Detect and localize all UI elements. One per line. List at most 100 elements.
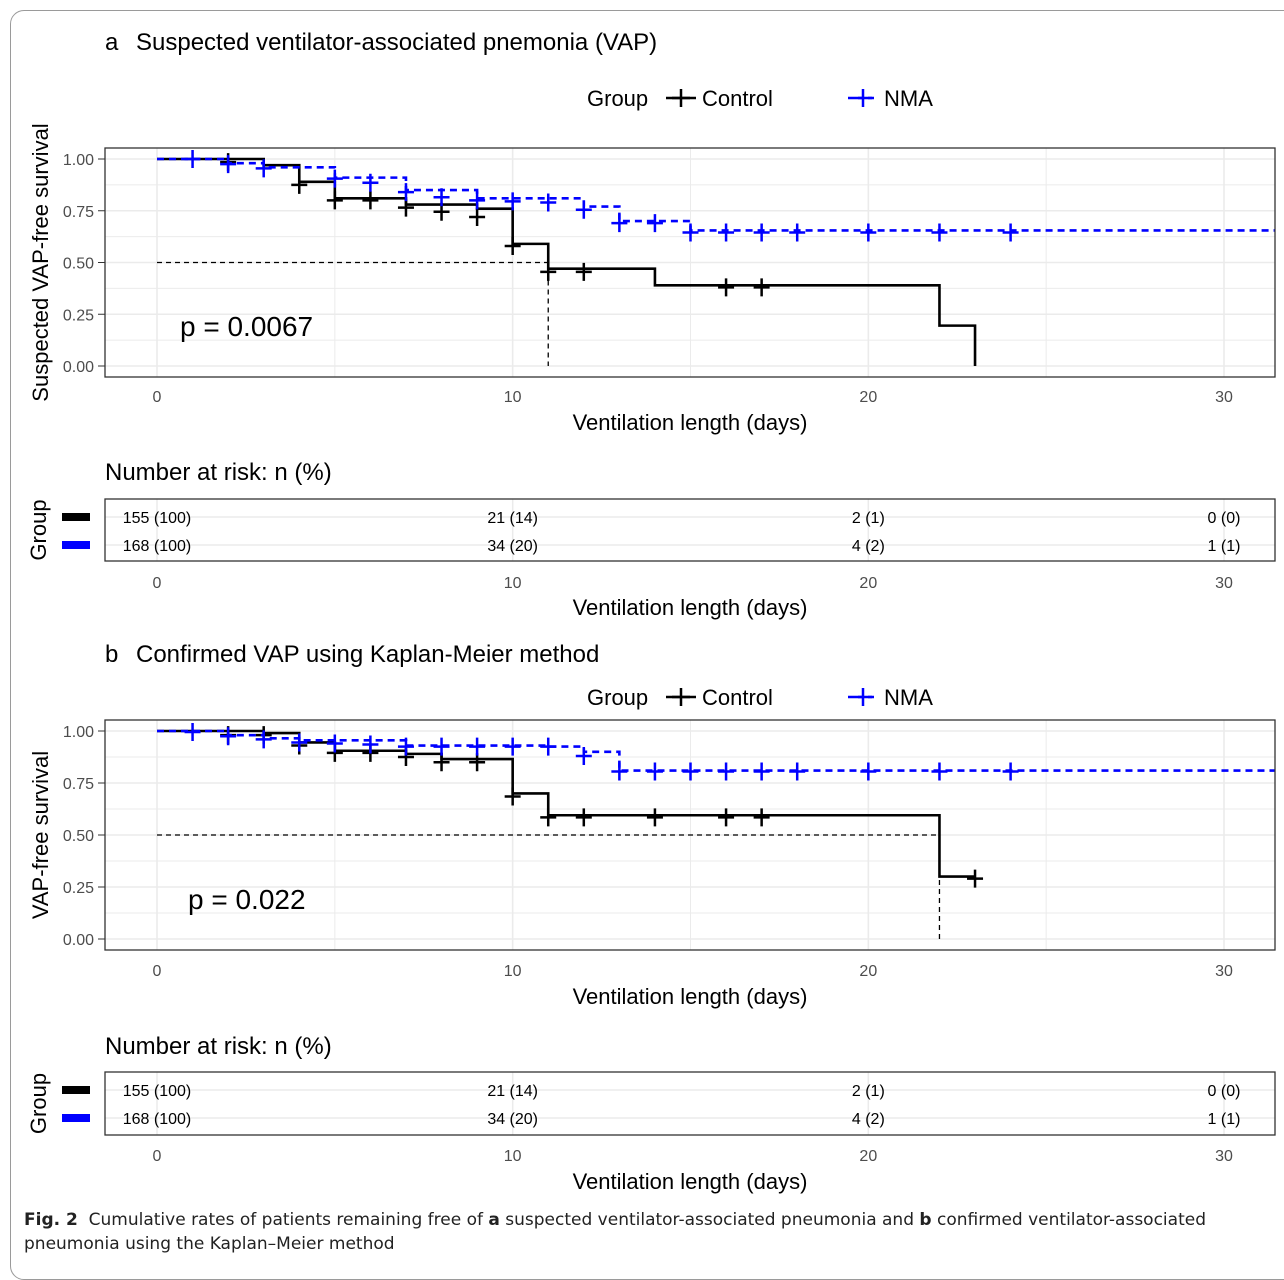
y-tick-label: 0.25 xyxy=(63,307,94,324)
survival-curve xyxy=(157,729,976,878)
censor-mark xyxy=(397,198,414,217)
y-axis-label: VAP-free survival xyxy=(28,751,53,919)
risk-table-title: Number at risk: n (%) xyxy=(105,1033,332,1060)
risk-cell: 1 (1) xyxy=(1208,1111,1241,1128)
censor-mark xyxy=(575,200,592,219)
y-tick-label: 0.75 xyxy=(63,776,94,793)
censor-mark xyxy=(291,175,308,194)
risk-table-title: Number at risk: n (%) xyxy=(105,459,332,486)
censor-mark xyxy=(362,735,379,754)
legend-label: Control xyxy=(702,685,773,710)
risk-row-key xyxy=(62,1086,90,1094)
censor-mark xyxy=(326,734,343,753)
caption-text-1: Cumulative rates of patients remaining f… xyxy=(88,1210,483,1230)
legend-marker xyxy=(672,89,690,107)
legend-item-control: Control xyxy=(666,685,773,710)
censor-mark xyxy=(433,737,450,756)
y-tick-label: 0.25 xyxy=(63,880,94,897)
risk-cell: 0 (0) xyxy=(1208,510,1241,527)
censor-mark xyxy=(291,733,308,752)
risk-cell: 168 (100) xyxy=(123,538,192,555)
x-tick-label: 20 xyxy=(859,963,877,980)
legend-label: NMA xyxy=(884,685,933,710)
series-nma xyxy=(157,150,1275,242)
censor-mark xyxy=(646,762,663,781)
caption-fig-label: Fig. 2 xyxy=(24,1210,78,1230)
chart-panel-b: b Confirmed VAP using Kaplan-Meier method… xyxy=(26,641,1276,1194)
risk-table-background xyxy=(105,499,1275,561)
risk-row-key xyxy=(62,513,90,521)
censor-mark xyxy=(575,262,592,281)
legend-item-control: Control xyxy=(666,86,773,111)
chart-legend: Group Control NMA xyxy=(587,685,933,710)
risk-x-tick-label: 30 xyxy=(1215,575,1233,592)
grid xyxy=(105,148,1275,377)
figure-svg: a Suspected ventilator-associated pnemoni… xyxy=(26,29,1276,1194)
y-tick-label: 0.00 xyxy=(63,932,94,949)
x-axis-label: Ventilation length (days) xyxy=(573,410,808,435)
censor-mark xyxy=(682,762,699,781)
censor-mark xyxy=(540,737,557,756)
series-nma xyxy=(157,723,1275,781)
censor-mark xyxy=(255,730,272,749)
x-tick-label: 0 xyxy=(153,389,162,406)
risk-table: Number at risk: n (%) 155 (100) 21 (14) 2 (… xyxy=(26,459,1276,620)
chart-title: Confirmed VAP using Kaplan-Meier method xyxy=(136,641,599,668)
x-tick-label: 10 xyxy=(504,389,522,406)
risk-cell: 34 (20) xyxy=(487,1111,538,1128)
censor-mark xyxy=(860,223,877,242)
y-axis-label: Suspected VAP-free survival xyxy=(28,123,53,401)
censor-mark xyxy=(184,150,201,168)
x-tick-label: 20 xyxy=(859,389,877,406)
censor-mark xyxy=(469,753,486,772)
risk-cell: 1 (1) xyxy=(1208,538,1241,555)
risk-x-tick-label: 10 xyxy=(504,575,522,592)
censor-mark xyxy=(718,762,735,781)
censor-mark xyxy=(575,746,592,765)
risk-row-control: 155 (100) 21 (14) 2 (1) 0 (0) xyxy=(62,1083,1240,1100)
censor-mark xyxy=(540,808,557,827)
legend-item-nma: NMA xyxy=(848,685,933,710)
risk-cell: 21 (14) xyxy=(487,510,538,527)
censor-mark xyxy=(967,869,984,888)
censor-mark xyxy=(611,214,628,233)
risk-x-tick-label: 20 xyxy=(859,1148,877,1165)
censor-mark xyxy=(504,787,521,806)
censor-mark xyxy=(611,762,628,781)
censor-mark xyxy=(362,173,379,192)
censor-mark xyxy=(931,762,948,781)
censor-mark xyxy=(504,192,521,211)
risk-x-tick-label: 0 xyxy=(153,1148,162,1165)
risk-x-tick-label: 20 xyxy=(859,575,877,592)
legend-title: Group xyxy=(587,86,648,111)
y-tick-label: 0.75 xyxy=(63,204,94,221)
censor-mark xyxy=(255,159,272,178)
censor-mark xyxy=(1002,223,1019,242)
chart-title: Suspected ventilator-associated pnemonia… xyxy=(136,29,657,56)
censor-mark xyxy=(682,223,699,242)
censor-mark xyxy=(931,223,948,242)
risk-x-tick-label: 0 xyxy=(153,575,162,592)
risk-x-tick-label: 30 xyxy=(1215,1148,1233,1165)
risk-table-border xyxy=(104,1071,1276,1136)
risk-row-key xyxy=(62,1114,90,1122)
censor-mark xyxy=(469,207,486,226)
panel-label: a xyxy=(105,29,119,56)
risk-table-background xyxy=(105,1072,1275,1135)
censor-mark xyxy=(540,193,557,212)
risk-x-tick-label: 10 xyxy=(504,1148,522,1165)
y-tick-label: 0.50 xyxy=(63,256,94,273)
risk-table-ylabel: Group xyxy=(26,499,51,560)
risk-row-control: 155 (100) 21 (14) 2 (1) 0 (0) xyxy=(62,510,1240,527)
x-tick-label: 30 xyxy=(1215,389,1233,406)
p-value: p = 0.0067 xyxy=(180,311,313,342)
risk-table-border xyxy=(104,498,1276,562)
caption-a: a xyxy=(488,1210,500,1230)
risk-cell: 34 (20) xyxy=(487,538,538,555)
risk-cell: 0 (0) xyxy=(1208,1083,1241,1100)
censor-mark xyxy=(469,737,486,756)
censor-mark xyxy=(504,737,521,756)
plot-area xyxy=(104,719,1276,951)
legend-label: NMA xyxy=(884,86,933,111)
legend-item-nma: NMA xyxy=(848,86,933,111)
